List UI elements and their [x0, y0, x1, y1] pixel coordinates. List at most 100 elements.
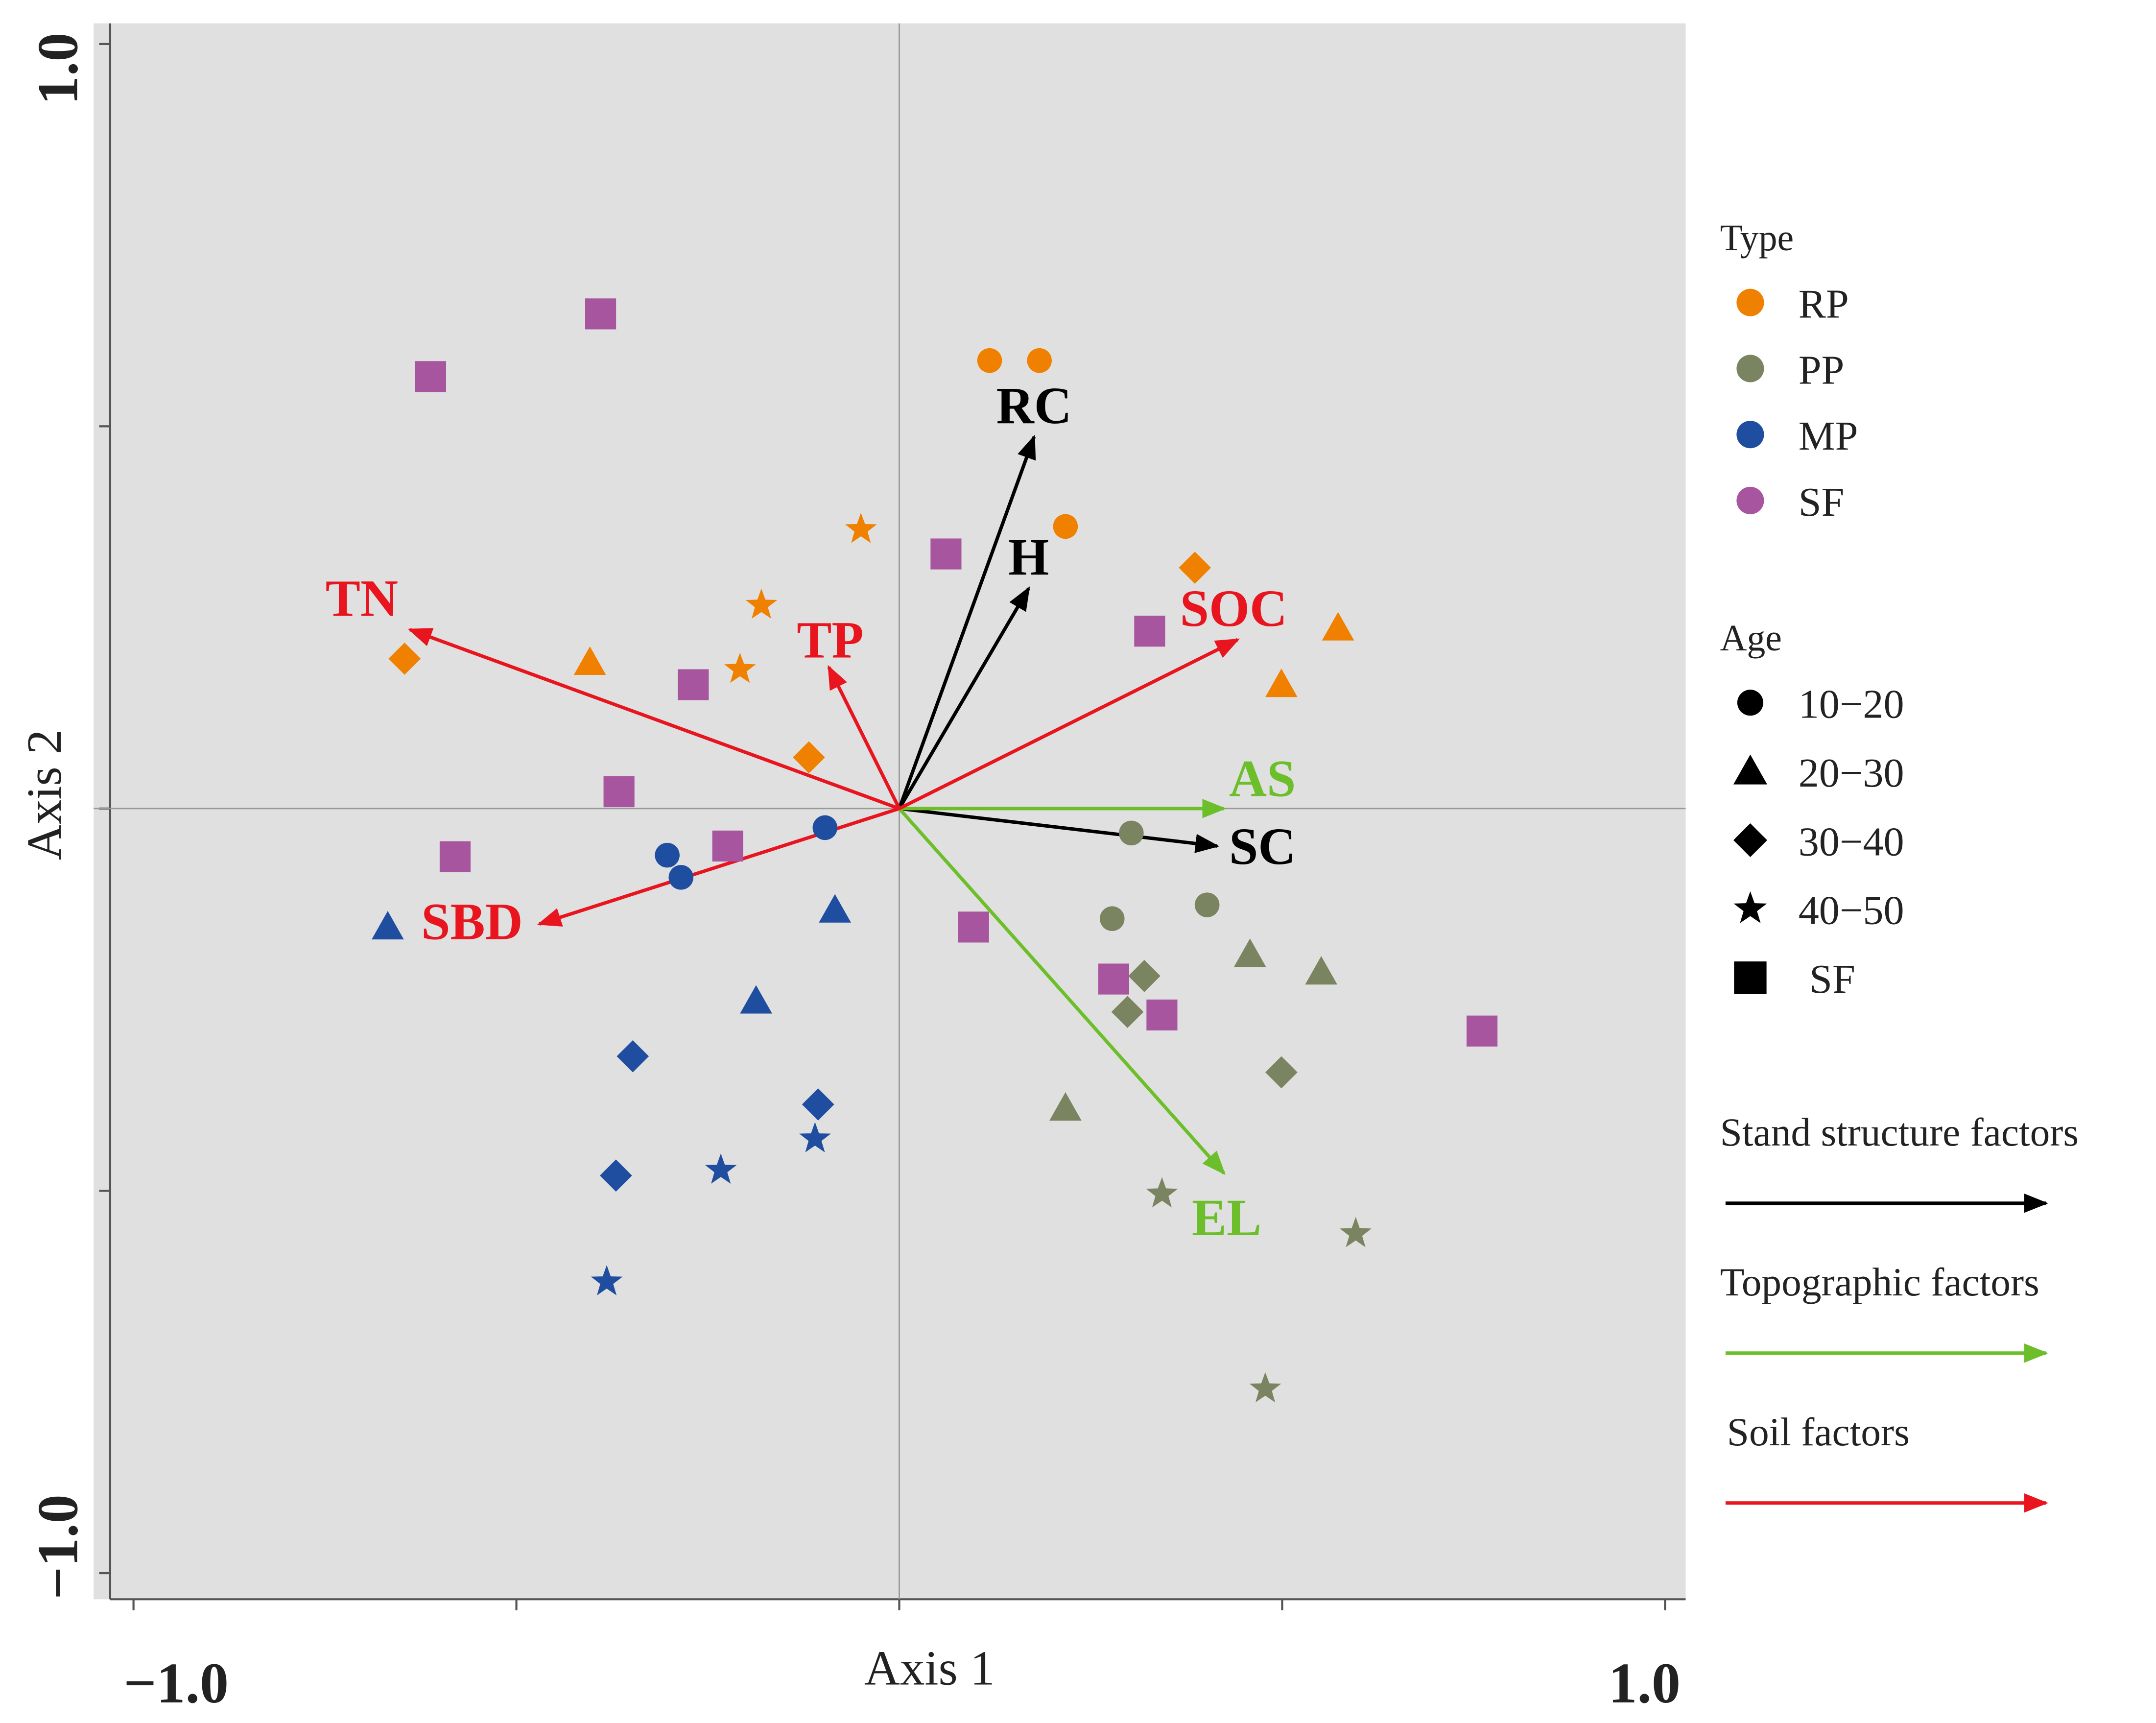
- point-sf-square: [1134, 616, 1165, 647]
- reference-lines: [94, 23, 1686, 1600]
- vector-arrow: [898, 586, 1030, 810]
- point-sf-square: [678, 669, 709, 700]
- x-tick-label-min: −1.0: [123, 1651, 229, 1715]
- point-rp-triangle: [573, 646, 606, 675]
- point-mp-circle: [655, 842, 680, 868]
- vector-tn: TN: [326, 570, 900, 811]
- point-rp-star: [745, 588, 778, 619]
- legend-age-marker-diamond: [1733, 823, 1767, 857]
- point-sf-square: [439, 841, 471, 872]
- legend-age-marker-triangle: [1733, 754, 1767, 785]
- point-mp-star: [705, 1153, 737, 1184]
- point-sf-square: [712, 830, 743, 862]
- point-pp-triangle: [1305, 956, 1338, 985]
- legend-age-label: 40−50: [1799, 888, 1904, 933]
- legend-type-marker-pp: [1736, 355, 1764, 383]
- point-rp-circle: [1053, 514, 1078, 539]
- point-sf-square: [603, 776, 635, 808]
- y-tick-label-max: 1.0: [26, 33, 90, 105]
- vector-as: AS: [899, 750, 1296, 818]
- legend-type-title: Type: [1720, 217, 1794, 259]
- legend-type-label: MP: [1799, 413, 1858, 459]
- y-axis-label: Axis 2: [17, 729, 71, 860]
- point-sf-square: [1098, 963, 1129, 995]
- point-sf-square: [930, 538, 962, 570]
- legend-type-label: SF: [1799, 479, 1845, 525]
- legend-age-label: 30−40: [1799, 819, 1904, 864]
- legend-factor-label: Soil factors: [1727, 1410, 1910, 1454]
- vector-arrow: [898, 807, 1226, 1175]
- point-pp-circle: [1194, 892, 1220, 917]
- legend-age-marker-star: [1733, 891, 1767, 923]
- point-pp-circle: [1119, 820, 1144, 846]
- point-mp-star: [799, 1122, 831, 1152]
- point-pp-circle: [1099, 906, 1125, 931]
- point-mp-star: [591, 1265, 623, 1295]
- point-pp-star: [1340, 1217, 1372, 1247]
- vector-label: SC: [1229, 818, 1296, 876]
- vector-arrow: [537, 807, 900, 927]
- legend-age-title: Age: [1720, 618, 1782, 659]
- legend-age-label: SF: [1809, 957, 1855, 1002]
- x-tick-label-max: 1.0: [1609, 1651, 1681, 1715]
- vector-arrow: [898, 434, 1036, 810]
- vector-label: SOC: [1180, 580, 1287, 638]
- vector-label: TP: [797, 611, 863, 669]
- point-mp-triangle: [819, 894, 851, 923]
- point-rp-triangle: [1322, 612, 1354, 641]
- point-sf-square: [1146, 999, 1178, 1030]
- points: [371, 298, 1498, 1403]
- point-rp-star: [724, 652, 756, 683]
- y-tick-label-min: −1.0: [26, 1494, 90, 1600]
- vector-label: H: [1008, 528, 1049, 586]
- point-pp-diamond: [1111, 996, 1144, 1028]
- point-mp-circle: [668, 865, 694, 890]
- legend-type-marker-rp: [1736, 288, 1764, 316]
- legend-factor-label: Topographic factors: [1720, 1260, 2039, 1304]
- point-mp-diamond: [802, 1088, 834, 1121]
- vectors: RC H SC AS EL SOC TN TP SBD: [326, 377, 1296, 1247]
- point-pp-triangle: [1049, 1092, 1082, 1121]
- legend-type-marker-mp: [1736, 421, 1764, 449]
- legend-age-marker-circle: [1737, 690, 1763, 716]
- vector-el: EL: [898, 807, 1261, 1247]
- legend-age-label: 10−20: [1799, 682, 1904, 727]
- point-sf-square: [585, 298, 616, 330]
- point-mp-triangle: [740, 985, 772, 1014]
- x-axis-label: Axis 1: [864, 1640, 995, 1695]
- vector-sc: SC: [899, 807, 1296, 876]
- vector-arrow: [899, 807, 1220, 853]
- legend-factor-label: Stand structure factors: [1720, 1110, 2079, 1154]
- vector-sbd: SBD: [421, 807, 900, 951]
- vector-label: SBD: [421, 893, 523, 951]
- point-sf-square: [1467, 1015, 1498, 1047]
- point-rp-circle: [977, 348, 1002, 373]
- point-rp-circle: [1027, 348, 1052, 373]
- point-rp-triangle: [1265, 669, 1298, 697]
- vector-arrow: [898, 638, 1240, 811]
- legend-type-label: PP: [1799, 347, 1845, 393]
- point-mp-diamond: [616, 1040, 649, 1073]
- vector-label: AS: [1229, 750, 1296, 808]
- point-mp-triangle: [371, 911, 404, 940]
- point-sf-square: [415, 361, 447, 392]
- vector-arrow: [407, 628, 900, 811]
- point-pp-triangle: [1233, 938, 1266, 967]
- point-mp-diamond: [600, 1159, 632, 1192]
- vector-label: EL: [1192, 1189, 1261, 1247]
- point-mp-circle: [812, 815, 838, 840]
- vector-rc: RC: [898, 377, 1072, 810]
- point-rp-star: [845, 512, 877, 543]
- point-pp-diamond: [1128, 959, 1161, 992]
- point-pp-diamond: [1265, 1056, 1298, 1089]
- vector-label: RC: [996, 377, 1072, 435]
- point-pp-star: [1249, 1372, 1281, 1403]
- vector-h: H: [898, 528, 1049, 810]
- legend-type-marker-sf: [1736, 486, 1764, 515]
- vector-tp: TP: [797, 611, 901, 810]
- point-sf-square: [958, 911, 989, 943]
- vector-soc: SOC: [898, 580, 1287, 811]
- vector-arrow: [827, 665, 901, 810]
